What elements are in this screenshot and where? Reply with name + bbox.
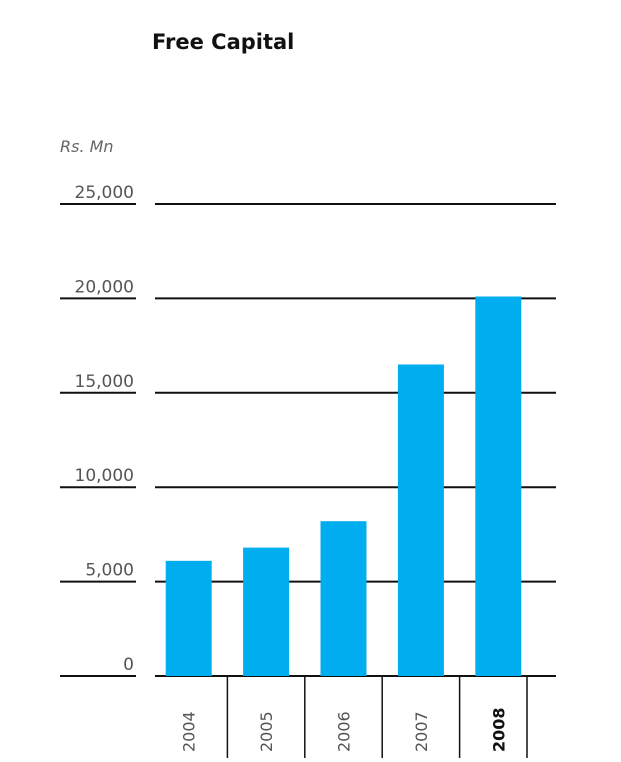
y-tick-label-1: 5,000 (85, 561, 134, 581)
y-axis-tick-labels: 0 5,000 10,000 15,000 20,000 25,000 (75, 183, 134, 675)
y-tick-label-3: 15,000 (75, 372, 134, 392)
bar-2005 (243, 547, 290, 676)
bar-2007 (397, 364, 444, 676)
bar-2004 (165, 560, 212, 676)
x-axis-separators (226, 676, 528, 758)
x-tick-label-2007: 2007 (412, 711, 431, 752)
bar-2008 (475, 296, 522, 676)
y-tick-label-5: 25,000 (75, 183, 134, 203)
x-tick-label-2006: 2006 (335, 711, 354, 752)
y-tick-label-2: 10,000 (75, 466, 134, 486)
y-tick-label-4: 20,000 (75, 277, 134, 297)
y-tick-label-0: 0 (123, 655, 134, 675)
chart-title: Free Capital (152, 30, 294, 54)
y-axis-unit-label: Rs. Mn (60, 137, 114, 156)
x-tick-label-2005: 2005 (257, 711, 276, 752)
bars (165, 296, 522, 676)
x-tick-label-2008: 2008 (489, 707, 508, 752)
x-tick-label-2004: 2004 (180, 711, 199, 752)
bar-2006 (320, 521, 367, 676)
x-axis-tick-labels: 2004 2005 2006 2007 2008 (180, 707, 509, 752)
